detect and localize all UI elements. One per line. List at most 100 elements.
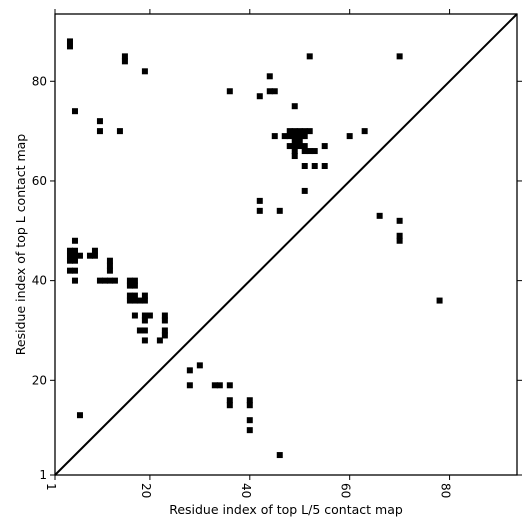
upper-point-54 (66, 247, 73, 254)
upper-point-95 (141, 337, 148, 344)
lower-point-13 (76, 412, 83, 419)
upper-point-73 (111, 277, 118, 284)
y-axis-ticks: 1 20 40 60 80 (32, 74, 55, 482)
upper-point-58 (76, 252, 83, 259)
upper-point-91 (136, 327, 143, 334)
upper-point-75 (131, 277, 138, 284)
upper-point-76 (126, 282, 133, 289)
upper-point-45 (301, 187, 308, 194)
upper-point-8 (116, 128, 123, 135)
upper-point-83 (141, 297, 148, 304)
upper-point-48 (276, 207, 283, 214)
upper-point-67 (66, 267, 73, 274)
upper-point-77 (131, 282, 138, 289)
upper-point-93 (161, 327, 168, 334)
y-tick-label-0: 1 (39, 468, 47, 482)
lower-point-5 (216, 382, 223, 389)
upper-point-22 (301, 128, 308, 135)
upper-point-57 (71, 252, 78, 259)
upper-point-20 (291, 128, 298, 135)
upper-point-80 (126, 297, 133, 304)
x-axis-title: Residue index of top L/5 contact map (169, 502, 403, 517)
upper-point-87 (146, 312, 153, 319)
upper-point-82 (136, 297, 143, 304)
upper-point-55 (71, 247, 78, 254)
upper-point-15 (306, 53, 313, 60)
upper-point-23 (306, 128, 313, 135)
y-axis-ticks-right (517, 80, 522, 476)
plot-area (54, 13, 518, 476)
upper-point-61 (86, 252, 93, 259)
diagonal-line (54, 13, 518, 476)
upper-point-56 (66, 252, 73, 259)
upper-point-28 (291, 138, 298, 145)
upper-point-39 (301, 163, 308, 170)
upper-point-43 (346, 133, 353, 140)
y-tick-label-1: 20 (32, 373, 47, 387)
upper-point-18 (281, 133, 288, 140)
upper-point-46 (256, 197, 263, 204)
upper-point-96 (156, 337, 163, 344)
upper-point-69 (71, 277, 78, 284)
lower-point-11 (246, 417, 253, 424)
y-tick-label-4: 80 (32, 74, 47, 88)
upper-point-33 (301, 143, 308, 150)
upper-point-38 (291, 153, 298, 160)
upper-point-59 (66, 257, 73, 264)
lower-point-7 (226, 397, 233, 404)
upper-point-71 (101, 277, 108, 284)
y-axis-title: Residue index of top L contact map (13, 134, 28, 355)
upper-point-62 (91, 252, 98, 259)
upper-point-88 (141, 317, 148, 324)
upper-point-25 (291, 133, 298, 140)
upper-point-74 (126, 277, 133, 284)
upper-point-84 (141, 292, 148, 299)
upper-point-72 (106, 277, 113, 284)
upper-point-13 (256, 93, 263, 100)
x-tick-label-2: 40 (239, 483, 253, 498)
upper-point-16 (396, 53, 403, 60)
upper-point-47 (256, 207, 263, 214)
upper-point-79 (131, 292, 138, 299)
upper-point-34 (291, 148, 298, 155)
upper-point-60 (71, 257, 78, 264)
x-tick-label-3: 60 (339, 483, 353, 498)
upper-point-0 (66, 38, 73, 45)
upper-point-90 (161, 317, 168, 324)
upper-point-89 (161, 312, 168, 319)
y-tick-label-2: 40 (32, 274, 47, 288)
lower-point-2 (196, 362, 203, 369)
upper-point-24 (286, 133, 293, 140)
upper-point-6 (96, 118, 103, 125)
points-layer (66, 38, 443, 459)
x-axis-ticks-top (54, 9, 451, 14)
upper-point-17 (271, 133, 278, 140)
lower-point-12 (246, 427, 253, 434)
lower-point-8 (226, 402, 233, 409)
x-axis-ticks: 1 20 40 60 80 (44, 475, 453, 498)
upper-point-10 (266, 73, 273, 80)
upper-point-31 (291, 143, 298, 150)
lower-point-3 (186, 382, 193, 389)
upper-point-27 (301, 133, 308, 140)
upper-point-40 (311, 163, 318, 170)
upper-point-49 (376, 212, 383, 219)
upper-point-4 (141, 68, 148, 75)
upper-point-70 (96, 277, 103, 284)
upper-point-32 (296, 143, 303, 150)
upper-point-36 (306, 148, 313, 155)
upper-point-81 (131, 297, 138, 304)
y-tick-label-3: 60 (32, 174, 47, 188)
upper-point-50 (396, 217, 403, 224)
upper-point-94 (161, 332, 168, 339)
upper-point-64 (106, 257, 113, 264)
upper-point-9 (226, 88, 233, 95)
upper-point-51 (396, 232, 403, 239)
upper-point-65 (106, 262, 113, 269)
lower-point-14 (276, 452, 283, 459)
lower-point-1 (186, 367, 193, 374)
upper-point-19 (286, 128, 293, 135)
x-tick-label-1: 20 (139, 483, 153, 498)
upper-point-7 (96, 128, 103, 135)
